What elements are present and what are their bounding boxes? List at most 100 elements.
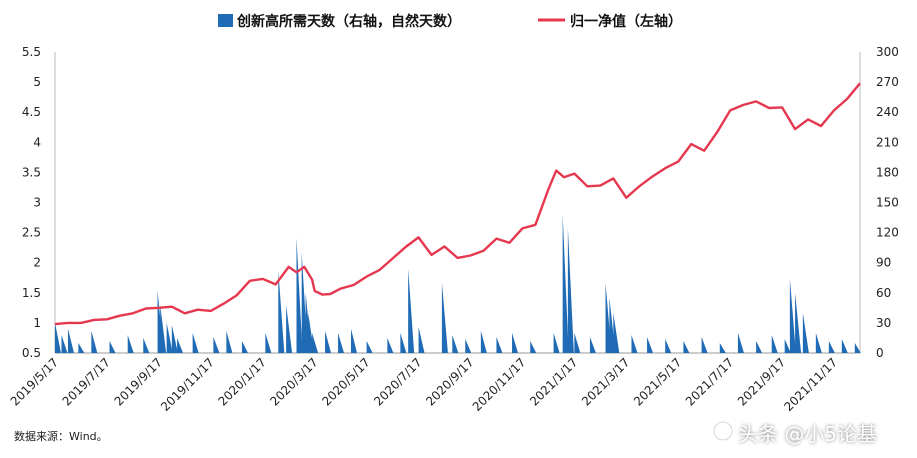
left-tick-label: 4.5	[22, 105, 41, 119]
x-tick-label: 2019/5/17	[8, 355, 61, 408]
bar-spike	[366, 340, 373, 353]
right-tick-label: 270	[876, 75, 899, 89]
legend-bar-label: 创新高所需天数（右轴，自然天数）	[236, 13, 461, 30]
x-tick-group: 2019/5/17	[8, 355, 61, 408]
bar-spike	[171, 324, 178, 353]
bar-spike	[143, 337, 150, 353]
bar-spike	[530, 340, 537, 353]
bar-spike	[67, 328, 74, 353]
right-tick-label: 210	[876, 135, 899, 149]
x-tick-group: 2019/7/17	[60, 355, 113, 408]
bar-spike	[771, 334, 778, 353]
bar-spike	[737, 332, 744, 353]
bar-spike	[387, 337, 394, 353]
legend-line-label: 归一净值（左轴）	[570, 13, 682, 30]
bar-spike	[265, 332, 272, 353]
bar-spike	[512, 332, 519, 353]
bar-spike	[241, 340, 248, 353]
bar-spike	[815, 332, 822, 353]
bar-spike	[325, 330, 332, 353]
bar-spike	[647, 336, 654, 353]
bar-spike	[665, 338, 672, 353]
x-tick-label: 2020/3/17	[267, 355, 320, 408]
right-axis: 0 30 60 90 120 150 180 210 240 270 300	[876, 45, 899, 360]
bar-spike	[562, 214, 569, 353]
bar-spike	[613, 312, 620, 353]
x-tick-group: 2021/11/17	[781, 355, 840, 414]
left-tick-label: 3.5	[22, 165, 41, 179]
bar-spike	[312, 332, 319, 353]
x-tick-label: 2020/11/17	[470, 355, 529, 414]
left-tick-label: 5.5	[22, 45, 41, 59]
bar-spike	[192, 332, 199, 353]
bar-spike	[301, 252, 308, 353]
bar-spike	[61, 334, 68, 353]
x-tick-group: 2021/3/17	[579, 355, 632, 408]
watermark-icon	[713, 421, 733, 441]
bar-spike	[784, 338, 791, 353]
source-note: 数据来源：Wind。	[14, 430, 108, 443]
bar-spike	[553, 332, 560, 353]
x-tick-group: 2021/1/17	[527, 355, 580, 408]
x-tick-label: 2020/5/17	[319, 355, 372, 408]
right-tick-label: 180	[876, 165, 899, 179]
left-tick-label: 1.5	[22, 286, 41, 300]
bar-spike	[296, 237, 303, 353]
x-tick-label: 2021/3/17	[579, 355, 632, 408]
x-tick-label: 2019/9/17	[112, 355, 165, 408]
bar-spike	[854, 342, 861, 353]
bar-spike	[795, 292, 802, 353]
x-tick-label: 2019/11/17	[158, 355, 217, 414]
bar-spike	[841, 338, 848, 353]
bar-spike	[213, 336, 220, 353]
bar-spike	[286, 304, 293, 353]
bar-spike	[465, 338, 472, 353]
bar-spike	[756, 340, 763, 353]
x-tick-label: 2019/7/17	[60, 355, 113, 408]
bar-spike	[496, 336, 503, 353]
left-tick-label: 3	[33, 196, 41, 210]
bar-spike	[802, 312, 809, 353]
bar-spike	[278, 270, 285, 353]
left-axis: 0.5 1 1.5 2 2.5 3 3.5 4 4.5 5 5.5	[22, 45, 41, 360]
bar-spike	[567, 227, 574, 353]
bar-spike	[91, 330, 98, 353]
x-tick-label: 2020/7/17	[371, 355, 424, 408]
x-tick-label: 2021/1/17	[527, 355, 580, 408]
bar-spike	[55, 322, 61, 353]
legend-bar-swatch	[218, 14, 233, 27]
right-tick-label: 300	[876, 45, 899, 59]
right-tick-label: 120	[876, 226, 899, 240]
left-tick-label: 4	[33, 135, 41, 149]
bar-spike	[351, 328, 358, 353]
bar-spike	[418, 326, 425, 353]
bar-series	[55, 214, 861, 353]
bar-spike	[166, 322, 173, 353]
x-tick-group: 2020/7/17	[371, 355, 424, 408]
x-tick-group: 2020/9/17	[423, 355, 476, 408]
left-tick-label: 2	[33, 256, 41, 270]
left-tick-label: 2.5	[22, 226, 41, 240]
bar-spike	[609, 297, 616, 353]
bar-spike	[408, 268, 415, 353]
bar-spike	[109, 340, 116, 353]
left-tick-label: 5	[33, 75, 41, 89]
x-tick-label: 2021/11/17	[781, 355, 840, 414]
bar-spike	[226, 330, 233, 353]
x-tick-group: 2020/11/17	[470, 355, 529, 414]
bar-spike	[574, 332, 581, 353]
bar-spike	[828, 340, 835, 353]
x-tick-group: 2019/9/17	[112, 355, 165, 408]
x-tick-group: 2020/5/17	[319, 355, 372, 408]
bar-spike	[589, 336, 596, 353]
x-tick-label: 2021/5/17	[631, 355, 684, 408]
x-tick-group: 2021/5/17	[631, 355, 684, 408]
bar-spike	[441, 282, 448, 353]
bar-spike	[683, 340, 690, 353]
legend: 创新高所需天数（右轴，自然天数） 归一净值（左轴）	[218, 13, 682, 30]
right-tick-label: 240	[876, 105, 899, 119]
x-tick-group: 2019/11/17	[158, 355, 217, 414]
left-tick-label: 1	[33, 316, 41, 330]
